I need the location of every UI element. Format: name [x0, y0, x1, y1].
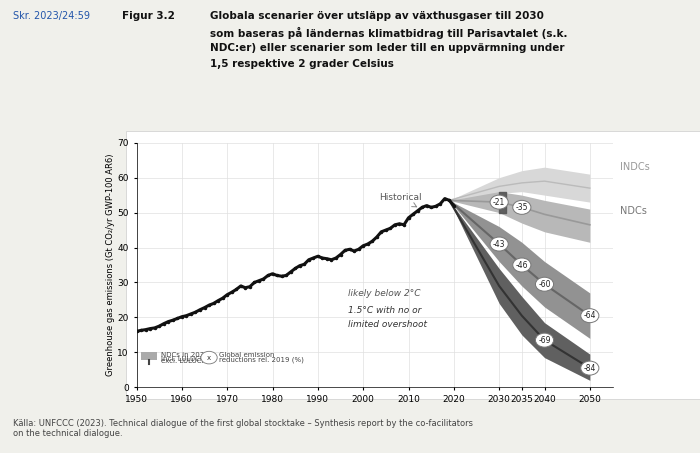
Y-axis label: Greenhouse gas emissions (Gt CO₂/yr GWP-100 AR6): Greenhouse gas emissions (Gt CO₂/yr GWP-… — [106, 154, 115, 376]
Text: INDCs: INDCs — [620, 162, 650, 172]
Text: excl. LULUCF: excl. LULUCF — [162, 358, 206, 364]
Circle shape — [490, 195, 508, 209]
Text: -64: -64 — [584, 311, 596, 320]
Text: x: x — [207, 355, 211, 361]
Text: -21: -21 — [493, 198, 505, 207]
Text: NDCs in 2030: NDCs in 2030 — [162, 352, 209, 358]
Text: limited overshoot: limited overshoot — [349, 320, 427, 329]
Circle shape — [581, 361, 599, 375]
Text: -35: -35 — [516, 203, 528, 212]
Text: Källa: UNFCCC (2023). Technical dialogue of the first global stocktake – Synthes: Källa: UNFCCC (2023). Technical dialogue… — [13, 419, 473, 439]
Circle shape — [490, 237, 508, 251]
Text: -46: -46 — [516, 260, 528, 270]
Text: -84: -84 — [584, 364, 596, 373]
Text: Globala scenarier över utsläpp av växthusgaser till 2030: Globala scenarier över utsläpp av växthu… — [210, 11, 544, 21]
Circle shape — [536, 277, 554, 291]
Text: 1.5°C with no or: 1.5°C with no or — [349, 306, 421, 315]
Text: Global emission: Global emission — [219, 352, 274, 358]
Text: NDC:er) eller scenarier som leder till en uppvärmning under: NDC:er) eller scenarier som leder till e… — [210, 43, 564, 53]
Circle shape — [513, 258, 531, 272]
Text: Skr. 2023/24:59: Skr. 2023/24:59 — [13, 11, 90, 21]
Circle shape — [513, 200, 531, 214]
Circle shape — [581, 308, 599, 323]
Text: Figur 3.2: Figur 3.2 — [122, 11, 176, 21]
Text: -69: -69 — [538, 336, 551, 345]
Circle shape — [536, 333, 554, 347]
Text: reductions rel. 2019 (%): reductions rel. 2019 (%) — [219, 357, 304, 363]
Text: -43: -43 — [493, 240, 505, 249]
Text: 1,5 respektive 2 grader Celsius: 1,5 respektive 2 grader Celsius — [210, 59, 394, 69]
Text: NDCs: NDCs — [620, 206, 647, 216]
Text: incl. LULUCF: incl. LULUCF — [162, 356, 204, 361]
Text: Historical: Historical — [379, 193, 421, 207]
Text: -60: -60 — [538, 280, 551, 289]
Text: likely below 2°C: likely below 2°C — [349, 289, 421, 298]
Bar — [141, 352, 157, 360]
Circle shape — [201, 352, 217, 364]
Text: som baseras på ländernas klimatbidrag till Parisavtalet (s.k.: som baseras på ländernas klimatbidrag ti… — [210, 27, 568, 39]
